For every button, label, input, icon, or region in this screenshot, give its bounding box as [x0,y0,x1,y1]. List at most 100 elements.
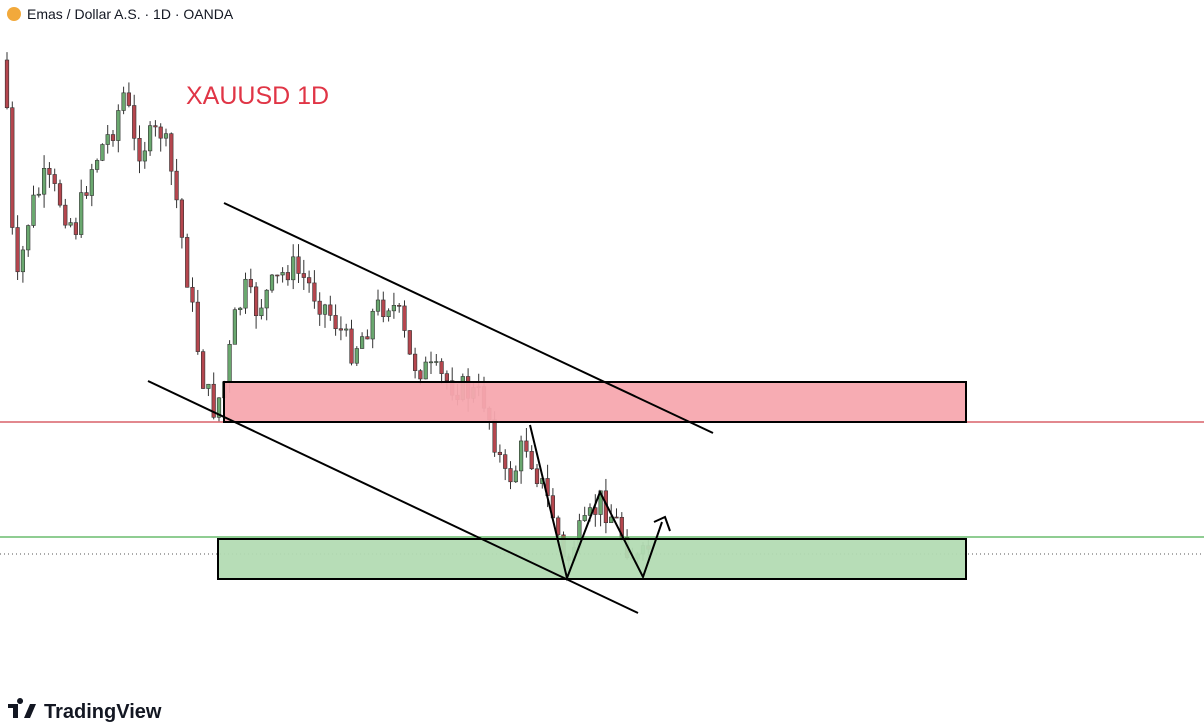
support-zone [217,538,967,580]
candle-body [529,451,534,470]
candle-body [338,328,344,331]
upper-trendline [223,202,714,434]
candle-body [275,274,280,277]
candle-body [264,289,269,309]
candle-body [497,451,503,455]
candle-body [57,183,63,206]
symbol-header: Emas / Dollar A.S. · 1D · OANDA [27,6,234,22]
candle-body [89,169,94,196]
candle-body [386,310,391,317]
candle-body [79,192,84,235]
candle-body [174,170,179,201]
candle-body [15,227,20,273]
candle-body [31,194,36,226]
candle-body [412,353,418,371]
candle-body [105,134,110,145]
candle-body [508,468,513,483]
candle-body [344,328,349,331]
candle-body [158,126,163,139]
candle-body [269,274,275,291]
candle-body [428,361,434,364]
candle-body [243,278,248,309]
candle-body [582,515,587,521]
candle-body [285,272,291,281]
candle-body [402,305,407,331]
candle-body [206,383,211,389]
candle-body [153,125,158,128]
candle-body [169,133,174,172]
candle-body [444,373,450,382]
candle-body [333,315,338,330]
candle-body [312,282,317,302]
candle-body [95,160,100,170]
candle-body [492,419,497,453]
candle-body [238,307,243,310]
candle-body [41,168,47,195]
annotation-text: XAUUSD 1D [186,82,329,110]
brand-logo: TradingView [8,698,162,723]
candle-body [148,125,153,152]
candle-body [84,192,89,196]
candle-body [211,383,216,418]
candle-body [126,92,131,106]
candle-body [301,273,306,278]
candle-body [524,440,529,452]
candle-body [322,304,328,315]
candle-body [370,310,375,340]
candle-body [418,370,423,380]
arrow-head [653,515,671,532]
candle-body [439,361,444,374]
candle-body [556,517,561,536]
candle-body [137,138,142,162]
candle-body [10,107,15,228]
lower-trendline [147,380,639,614]
candle-body [232,309,238,345]
resistance-zone [223,381,967,423]
candle-body [534,468,540,484]
candle-body [306,277,312,284]
candle-body [20,249,26,273]
symbol-icon [7,7,21,21]
candle-body [317,300,322,315]
candle-body [179,199,185,238]
candle-body [121,92,126,111]
candle-body [248,278,253,288]
candle-body [381,299,386,317]
candle-body [73,222,78,235]
candle-body [116,110,121,141]
candle-body [598,490,603,515]
candle-body [291,256,296,281]
candle-body [280,272,285,276]
candle-body [190,286,195,303]
zigzag-path [529,424,663,582]
candle-body [142,150,147,162]
candle-body [614,516,619,519]
candle-body [36,193,41,196]
candle-body [163,133,169,139]
brand-icon [8,698,36,718]
candle-body [407,330,412,355]
candle-body [365,336,370,340]
brand-name: TradingView [44,701,162,723]
candle-body [4,59,10,109]
candle-body [375,299,381,312]
candle-body [52,174,57,184]
candle-body [216,397,222,418]
candle-body [185,237,190,288]
candle-body [227,344,232,383]
candle-body [359,336,365,349]
candle-body [503,454,508,469]
candle-body [518,440,524,472]
candle-body [391,305,397,312]
candle-body [201,351,206,389]
candle-body [68,222,73,226]
candle-body [328,304,333,316]
candle-body [63,204,68,226]
candle-body [397,305,402,307]
candle-body [26,225,31,251]
candle-body [195,301,200,352]
candle-body [254,286,259,316]
candle-body [47,168,52,175]
